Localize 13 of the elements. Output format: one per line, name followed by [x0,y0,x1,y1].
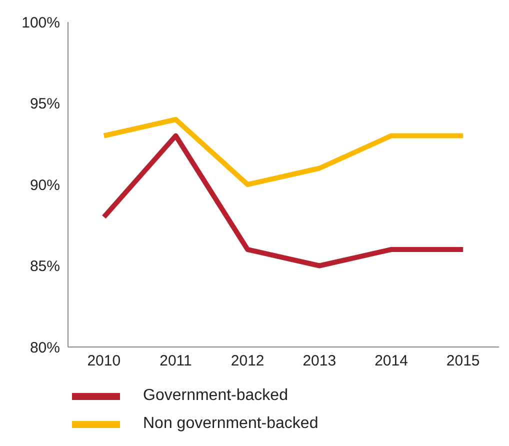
x-tick-label: 2010 [87,352,121,370]
y-tick-label: 85% [30,258,60,276]
x-tick-label: 2012 [230,352,264,370]
y-tick-label: 95% [30,96,60,113]
y-tick-label: 80% [30,339,60,356]
legend-label: Non government-backed [143,415,318,433]
y-tick-label: 100% [22,14,60,32]
y-tick-label: 90% [30,176,60,194]
x-tick-label: 2013 [302,352,336,370]
x-tick-label: 2015 [446,352,480,370]
legend-label: Government-backed [143,387,288,405]
x-tick-label: 2014 [374,352,408,370]
x-tick-label: 2011 [160,352,192,370]
